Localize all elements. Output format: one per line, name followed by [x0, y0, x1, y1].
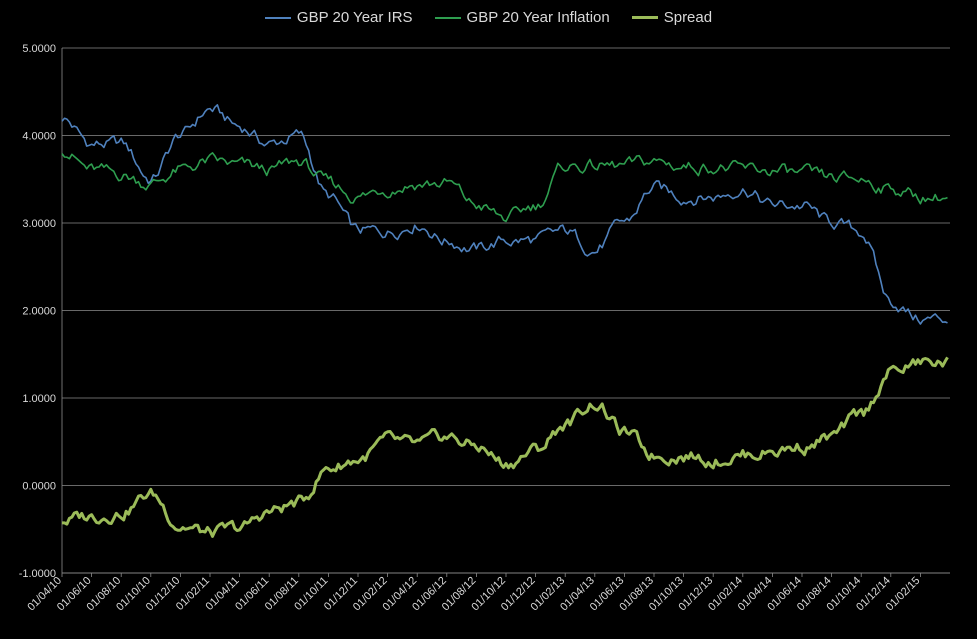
y-tick-label: 3.0000 — [22, 218, 56, 230]
series-line-1 — [61, 104, 948, 325]
legend-item-inflation[interactable]: GBP 20 Year Inflation — [434, 9, 610, 26]
legend-label-inflation: GBP 20 Year Inflation — [466, 9, 610, 26]
y-tick-label: 5.0000 — [22, 43, 56, 55]
legend-swatch-spread — [631, 16, 658, 19]
series-line-2 — [61, 152, 948, 223]
y-tick-label: -1.0000 — [19, 568, 56, 580]
y-tick-label: 0.0000 — [22, 481, 56, 493]
legend-swatch-irs — [264, 16, 291, 19]
legend-item-spread[interactable]: Spread — [631, 9, 713, 26]
legend-label-irs: GBP 20 Year IRS — [296, 9, 413, 26]
y-tick-label: 4.0000 — [22, 131, 56, 143]
y-tick-label: 2.0000 — [22, 306, 56, 318]
y-tick-label: 1.0000 — [22, 393, 56, 405]
legend-item-irs[interactable]: GBP 20 Year IRS — [264, 9, 413, 26]
chart-legend: GBP 20 Year IRS GBP 20 Year Inflation Sp… — [0, 9, 977, 26]
series-line-3 — [62, 356, 949, 538]
legend-label-spread: Spread — [663, 9, 713, 26]
legend-swatch-inflation — [434, 16, 461, 19]
